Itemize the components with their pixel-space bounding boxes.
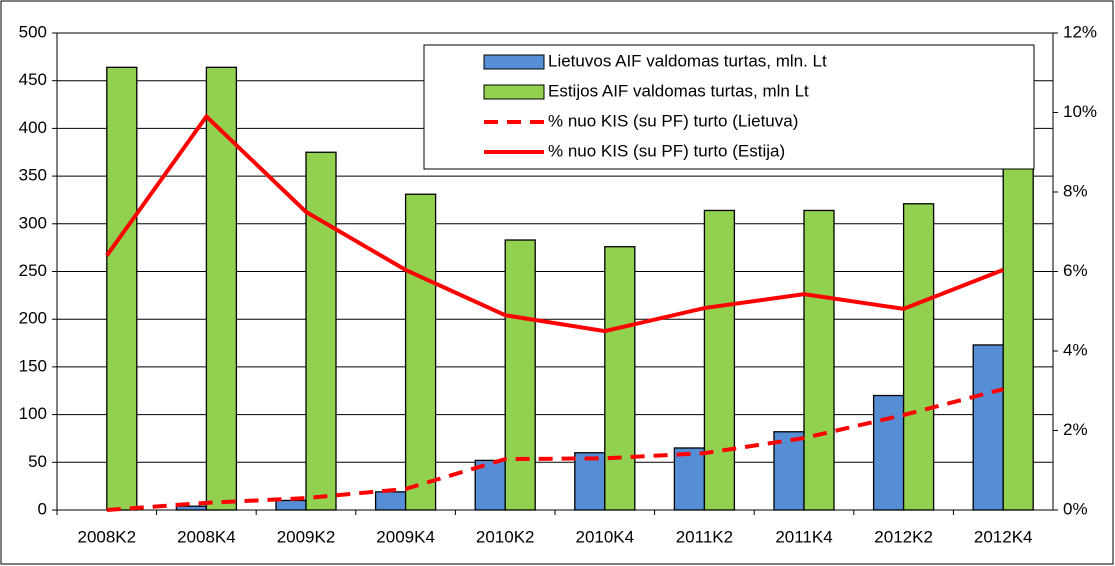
bar: [275, 499, 307, 511]
bar: [574, 452, 606, 511]
legend-swatch: [483, 84, 545, 100]
bar: [872, 394, 905, 511]
x-tick-label: 2011K2: [676, 527, 733, 546]
y-tick-label: 250: [19, 261, 47, 280]
x-tick-label: 2009K2: [277, 527, 336, 546]
y2-tick-label: 2%: [1063, 420, 1088, 439]
y2-tick-label: 8%: [1063, 181, 1088, 200]
y-tick-label: 300: [19, 213, 47, 232]
y-tick-label: 100: [19, 404, 47, 423]
bar: [374, 491, 407, 511]
y2-tick-label: 10%: [1063, 102, 1097, 121]
y2-tick-label: 0%: [1063, 499, 1088, 518]
legend-label: Lietuvos AIF valdomas turtas, mln. Lt: [548, 51, 827, 70]
y-tick-label: 400: [19, 118, 47, 137]
y-tick-label: 0: [38, 499, 47, 518]
y2-tick-label: 4%: [1063, 340, 1088, 359]
legend-label: Estijos AIF valdomas turtas, mln Lt: [548, 81, 809, 100]
legend-label: % nuo KIS (su PF) turto (Estija): [548, 141, 785, 160]
x-tick-label: 2012K2: [874, 527, 933, 546]
x-tick-label: 2010K4: [575, 527, 634, 546]
legend-label: % nuo KIS (su PF) turto (Lietuva): [548, 111, 798, 130]
x-tick-label: 2008K4: [177, 527, 236, 546]
y-tick-label: 150: [19, 356, 47, 375]
bar: [305, 151, 337, 511]
bar: [205, 66, 238, 511]
x-tick-label: 2009K4: [376, 527, 435, 546]
bar: [604, 246, 636, 511]
y-tick-label: 200: [19, 309, 47, 328]
x-tick-label: 2012K4: [974, 527, 1033, 546]
bar: [773, 431, 805, 511]
legend-swatch: [483, 54, 545, 70]
y-tick-label: 50: [28, 452, 47, 471]
bar: [106, 66, 138, 511]
y2-tick-label: 6%: [1063, 261, 1088, 280]
bar: [972, 344, 1004, 511]
y-tick-label: 350: [19, 166, 47, 185]
x-tick-label: 2008K2: [77, 527, 136, 546]
x-tick-label: 2011K4: [775, 527, 832, 546]
bar: [703, 209, 736, 511]
y2-tick-label: 12%: [1063, 22, 1097, 41]
y-tick-label: 450: [19, 70, 47, 89]
x-tick-label: 2010K2: [476, 527, 535, 546]
bar: [175, 505, 208, 511]
line-series: [105, 113, 1004, 334]
bar: [404, 193, 437, 511]
bar: [673, 447, 706, 511]
bar: [803, 209, 835, 511]
bar: [902, 203, 935, 511]
line-series: [106, 387, 1004, 512]
bar: [504, 239, 536, 511]
y-tick-label: 500: [19, 22, 47, 41]
